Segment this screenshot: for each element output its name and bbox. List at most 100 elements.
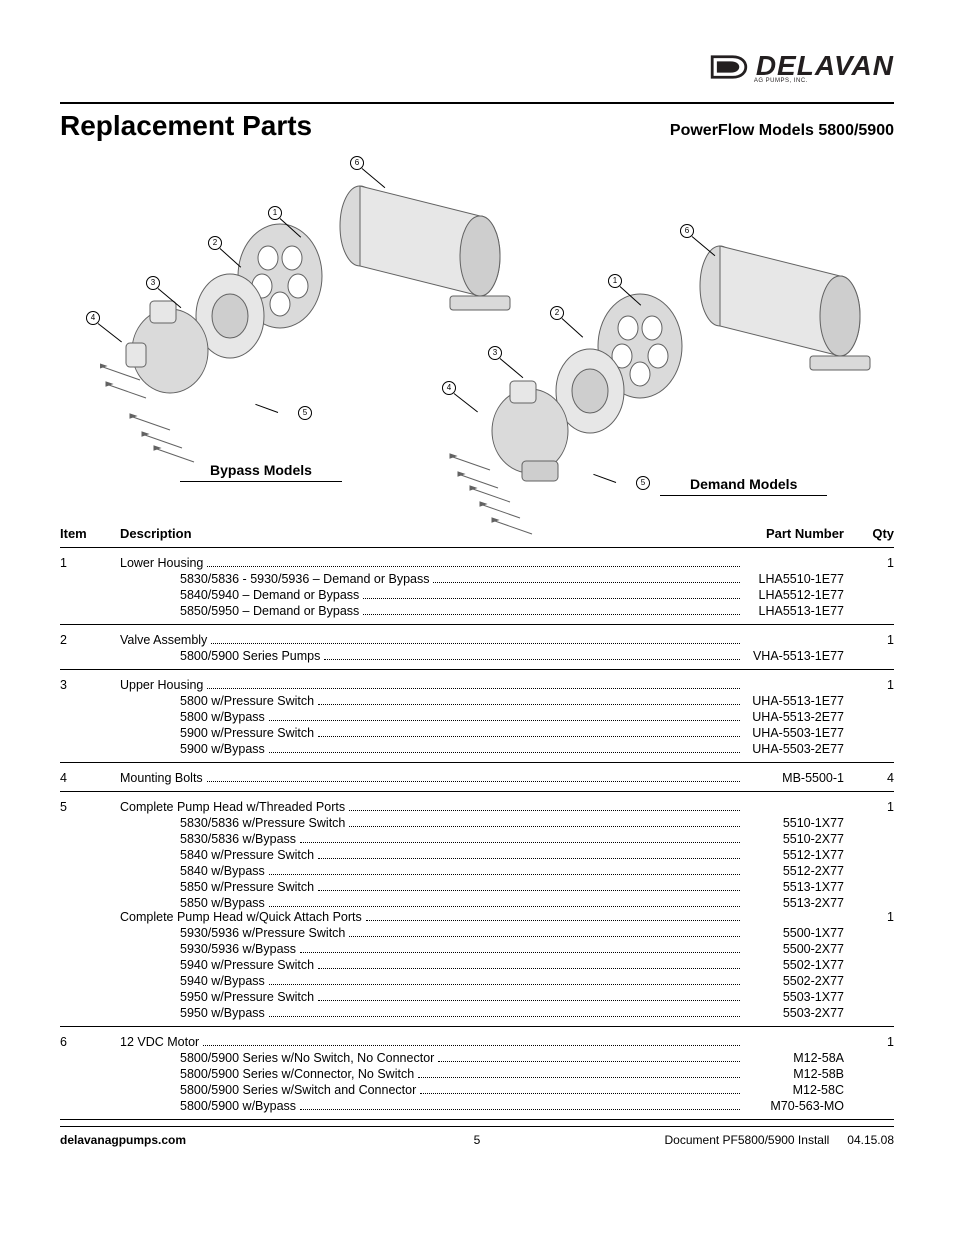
item-sub-line: 5840 w/Pressure Switch 5512-1X77 bbox=[180, 848, 894, 862]
sub-label: 5850 w/Bypass bbox=[180, 896, 265, 910]
sub-label: 5930/5936 w/Pressure Switch bbox=[180, 926, 345, 940]
leader-dots bbox=[207, 566, 740, 567]
leader-dots bbox=[349, 810, 740, 811]
item-sub-line: 5800/5900 Series w/No Switch, No Connect… bbox=[180, 1051, 894, 1065]
item-sub-line: 5930/5936 w/Pressure Switch 5500-1X77 bbox=[180, 926, 894, 940]
sub-pn: LHA5510-1E77 bbox=[744, 572, 844, 586]
exploded-diagram: 6 1 2 3 4 5 6 1 2 3 4 5 Bypass Models De… bbox=[60, 146, 894, 516]
table-row: 612 VDC Motor1 bbox=[60, 1035, 894, 1049]
sub-pn: 5510-1X77 bbox=[744, 816, 844, 830]
table-row: 2Valve Assembly1 bbox=[60, 633, 894, 647]
table-row: 5Complete Pump Head w/Threaded Ports1 bbox=[60, 800, 894, 814]
leader-dots bbox=[318, 890, 740, 891]
item-title: 12 VDC Motor bbox=[120, 1035, 199, 1049]
item-qty: 1 bbox=[844, 800, 894, 814]
item-sub-line: 5800/5900 w/BypassM70-563-MO bbox=[180, 1099, 894, 1113]
sub-pn: 5512-1X77 bbox=[744, 848, 844, 862]
item-sub-line: 5800/5900 Series w/Switch and Connector M… bbox=[180, 1083, 894, 1097]
item-sub-line: 5800/5900 Series w/Connector, No SwitchM… bbox=[180, 1067, 894, 1081]
sub-pn: 5503-2X77 bbox=[744, 1006, 844, 1020]
sub-pn: 5512-2X77 bbox=[744, 864, 844, 878]
item-title-line: Lower Housing bbox=[120, 556, 844, 570]
brand-header: DELAVAN AG PUMPS, INC. bbox=[60, 50, 894, 84]
table-row: 1Lower Housing1 bbox=[60, 556, 894, 570]
sub-pn: UHA-5503-1E77 bbox=[744, 726, 844, 740]
item-sub-line: 5830/5836 w/Pressure Switch5510-1X77 bbox=[180, 816, 894, 830]
item-sub-line: 5830/5836 w/Bypass 5510-2X77 bbox=[180, 832, 894, 846]
sub-label: 5800/5900 Series w/No Switch, No Connect… bbox=[180, 1051, 434, 1065]
sub-label: 5830/5836 w/Bypass bbox=[180, 832, 296, 846]
table-row: 3Upper Housing 1 bbox=[60, 678, 894, 692]
callout-5-left: 5 bbox=[298, 406, 312, 420]
leader-dots bbox=[300, 842, 740, 843]
leader-dots bbox=[300, 952, 740, 953]
sub-pn: 5502-2X77 bbox=[744, 974, 844, 988]
item-sub-list: 5800 w/Pressure SwitchUHA-5513-1E77 5800 … bbox=[60, 694, 894, 756]
sub-label: 5930/5936 w/Bypass bbox=[180, 942, 296, 956]
sub-label: 5940 w/Bypass bbox=[180, 974, 265, 988]
leader-dots bbox=[269, 720, 740, 721]
item-sub-list: 5800/5900 Series PumpsVHA-5513-1E77 bbox=[60, 649, 894, 663]
leader-dots bbox=[324, 659, 740, 660]
table-item-block: 3Upper Housing 1 5800 w/Pressure SwitchUHA… bbox=[60, 670, 894, 763]
item-qty: 1 bbox=[844, 1035, 894, 1049]
leader-dots bbox=[300, 1109, 740, 1110]
item-qty: 1 bbox=[844, 678, 894, 692]
item-sub-line: 5930/5936 w/Bypass5500-2X77 bbox=[180, 942, 894, 956]
item-qty: 4 bbox=[844, 771, 894, 785]
sub-label: 5900 w/Pressure Switch bbox=[180, 726, 314, 740]
table-item-block: 4Mounting BoltsMB-5500-14 bbox=[60, 763, 894, 792]
brand-logo: DELAVAN AG PUMPS, INC. bbox=[710, 50, 894, 84]
item-qty: 1 bbox=[844, 633, 894, 647]
item-number: 3 bbox=[60, 678, 120, 692]
item-title: Upper Housing bbox=[120, 678, 203, 692]
leader-dots bbox=[349, 936, 740, 937]
th-item: Item bbox=[60, 526, 120, 541]
sub-pn: 5510-2X77 bbox=[744, 832, 844, 846]
leader-dots bbox=[318, 704, 740, 705]
sub-pn: 5500-1X77 bbox=[744, 926, 844, 940]
table-row: 4Mounting BoltsMB-5500-14 bbox=[60, 771, 894, 785]
parts-table: Item Description Part Number Qty 1Lower … bbox=[60, 526, 894, 1120]
item-sub-line: 5900 w/Pressure Switch UHA-5503-1E77 bbox=[180, 726, 894, 740]
item-title-pn: MB-5500-1 bbox=[744, 771, 844, 785]
page-title: Replacement Parts bbox=[60, 110, 312, 142]
item-sub-line: 5800/5900 Series PumpsVHA-5513-1E77 bbox=[180, 649, 894, 663]
leader-dots bbox=[363, 614, 740, 615]
table-item-block: 1Lower Housing15830/5836 - 5930/5936 – D… bbox=[60, 548, 894, 625]
item-sub-line: 5840/5940 – Demand or BypassLHA5512-1E77 bbox=[180, 588, 894, 602]
page-footer: delavanagpumps.com 5 Document PF5800/590… bbox=[60, 1126, 894, 1147]
leader-dots bbox=[363, 598, 740, 599]
sub-label: 5800/5900 w/Bypass bbox=[180, 1099, 296, 1113]
sub-pn: 5502-1X77 bbox=[744, 958, 844, 972]
leader-dots bbox=[318, 1000, 740, 1001]
sub-pn: M12-58A bbox=[744, 1051, 844, 1065]
sub-label: 5950 w/Pressure Switch bbox=[180, 990, 314, 1004]
leader-dots bbox=[349, 826, 740, 827]
item-title: Valve Assembly bbox=[120, 633, 207, 647]
item-sub-line: 5940 w/Pressure Switch5502-1X77 bbox=[180, 958, 894, 972]
leader-dots bbox=[318, 968, 740, 969]
sub-pn: UHA-5513-2E77 bbox=[744, 710, 844, 724]
sub-label: 5800/5900 Series Pumps bbox=[180, 649, 320, 663]
leader-dots bbox=[269, 752, 740, 753]
item-sub-line: 5850 w/Bypass 5513-2X77 bbox=[180, 896, 894, 910]
sub-label: 5840 w/Pressure Switch bbox=[180, 848, 314, 862]
sub-pn: 5513-2X77 bbox=[744, 896, 844, 910]
table-item-block: 5Complete Pump Head w/Threaded Ports1 583… bbox=[60, 792, 894, 1027]
sub-label: 5800/5900 Series w/Switch and Connector bbox=[180, 1083, 416, 1097]
title-row: Replacement Parts PowerFlow Models 5800/… bbox=[60, 110, 894, 142]
bypass-label: Bypass Models bbox=[180, 462, 342, 482]
sub-pn: M12-58C bbox=[744, 1083, 844, 1097]
item-sub-line: 5950 w/Bypass5503-2X77 bbox=[180, 1006, 894, 1020]
item-number: 5 bbox=[60, 800, 120, 814]
leader-dots bbox=[418, 1077, 740, 1078]
demand-label: Demand Models bbox=[660, 476, 827, 496]
sub-label: 5840/5940 – Demand or Bypass bbox=[180, 588, 359, 602]
demand-exploded-view bbox=[440, 226, 880, 546]
item-sub-line: 5800 w/Pressure SwitchUHA-5513-1E77 bbox=[180, 694, 894, 708]
item-qty: 1 bbox=[844, 556, 894, 570]
item-sub-line: 5800 w/Bypass UHA-5513-2E77 bbox=[180, 710, 894, 724]
sub-label: 5800 w/Bypass bbox=[180, 710, 265, 724]
item-sub-list: 5830/5836 w/Pressure Switch5510-1X77 5830… bbox=[60, 816, 894, 910]
